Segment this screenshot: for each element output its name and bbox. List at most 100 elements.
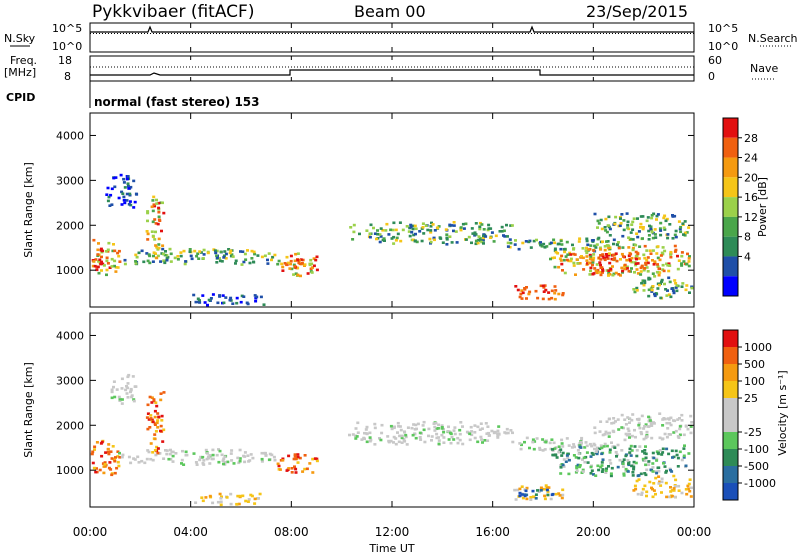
velocity-cell <box>238 457 242 460</box>
power-cell <box>118 260 122 263</box>
power-cell <box>145 230 149 233</box>
power-cell <box>148 254 152 258</box>
power-cell <box>277 259 281 263</box>
power-cell <box>675 284 679 287</box>
velocity-cell <box>561 493 565 497</box>
velocity-cell <box>149 417 153 420</box>
power-cell <box>582 268 586 271</box>
power-cell <box>585 246 588 250</box>
velocity-cell <box>106 450 110 454</box>
power-cell <box>668 264 672 267</box>
velocity-cell <box>363 431 366 435</box>
power-cell <box>285 255 289 259</box>
velocity-cell <box>237 502 241 506</box>
power-cell <box>99 248 103 252</box>
power-cell <box>459 228 463 232</box>
power-cell <box>607 269 611 272</box>
velocity-cell <box>674 478 678 482</box>
power-cell <box>639 226 642 229</box>
power-cell <box>674 229 678 233</box>
power-cell <box>215 254 219 258</box>
velocity-cell <box>459 421 463 424</box>
power-cell <box>412 233 416 237</box>
power-cell <box>298 262 302 266</box>
power-cell <box>668 223 672 226</box>
velocity-cell <box>656 452 660 455</box>
power-cell <box>643 279 647 283</box>
power-cell <box>680 264 684 267</box>
power-cell <box>459 226 463 229</box>
velocity-cell <box>627 461 631 464</box>
xtick-label: 12:00 <box>375 525 410 539</box>
velocity-cell <box>547 486 551 489</box>
power-cell <box>588 257 592 261</box>
velocity-cell <box>535 437 539 440</box>
velocity-cell <box>608 459 612 462</box>
power-cell <box>220 260 224 263</box>
power-cell <box>618 224 622 227</box>
power-cell <box>218 257 221 260</box>
velocity-cell <box>591 453 595 456</box>
velocity-cell <box>208 462 212 465</box>
power-cell <box>648 249 652 252</box>
velocity-cell <box>456 436 460 440</box>
power-cell <box>608 227 612 231</box>
power-cell <box>140 249 144 253</box>
power-cell <box>95 268 99 272</box>
velocity-cell <box>589 455 593 458</box>
power-cell <box>677 259 681 262</box>
power-cell <box>436 226 440 229</box>
velocity-cell <box>538 448 542 451</box>
power-cell <box>631 220 635 224</box>
velocity-cell <box>638 426 642 430</box>
power-cell <box>670 287 674 290</box>
velocity-cell <box>600 464 604 467</box>
velocity-cell <box>198 458 202 462</box>
power-cell <box>535 238 538 242</box>
velocity-cell <box>113 459 117 463</box>
velocity-cell <box>536 489 539 492</box>
power-cell <box>486 228 490 232</box>
power-cell <box>617 273 621 276</box>
power-cell <box>681 282 685 285</box>
power-cell <box>420 239 424 243</box>
power-cell <box>125 199 129 202</box>
power-cell <box>422 232 426 235</box>
velocity-cell <box>133 458 137 461</box>
velocity-cell <box>680 491 684 495</box>
power-cell <box>585 251 589 255</box>
velocity-cell <box>608 448 612 452</box>
velocity-cell <box>627 429 631 433</box>
power-cell <box>155 256 159 260</box>
velocity-cell <box>146 403 150 407</box>
velocity-cell <box>180 462 183 465</box>
power-cell <box>155 202 159 205</box>
power-cell <box>242 295 246 298</box>
power-cell <box>382 237 386 240</box>
velocity-cell <box>129 461 133 465</box>
velocity-cell <box>657 466 661 469</box>
velocity-cell <box>397 440 401 444</box>
power-cell <box>132 179 136 183</box>
velocity-cell <box>116 450 120 453</box>
velocity-cell <box>628 417 632 421</box>
power-cell <box>296 273 300 277</box>
velocity-cell <box>168 452 172 456</box>
power-cell <box>243 252 247 256</box>
power-cell <box>151 209 155 213</box>
power-cell <box>561 269 564 272</box>
velocity-cell <box>220 495 223 499</box>
velocity-cell <box>561 488 565 492</box>
velocity-colorbar-swatch <box>723 449 738 466</box>
velocity-cell <box>148 426 152 429</box>
power-cell <box>672 291 676 295</box>
velocity-cell <box>628 451 632 454</box>
power-cell <box>107 241 111 245</box>
velocity-cell <box>669 490 673 493</box>
power-cell <box>572 248 575 251</box>
power-cell <box>132 206 136 209</box>
power-cell <box>195 254 199 258</box>
power-cell <box>478 225 482 229</box>
power-cell <box>102 264 106 267</box>
velocity-cell <box>238 459 242 463</box>
